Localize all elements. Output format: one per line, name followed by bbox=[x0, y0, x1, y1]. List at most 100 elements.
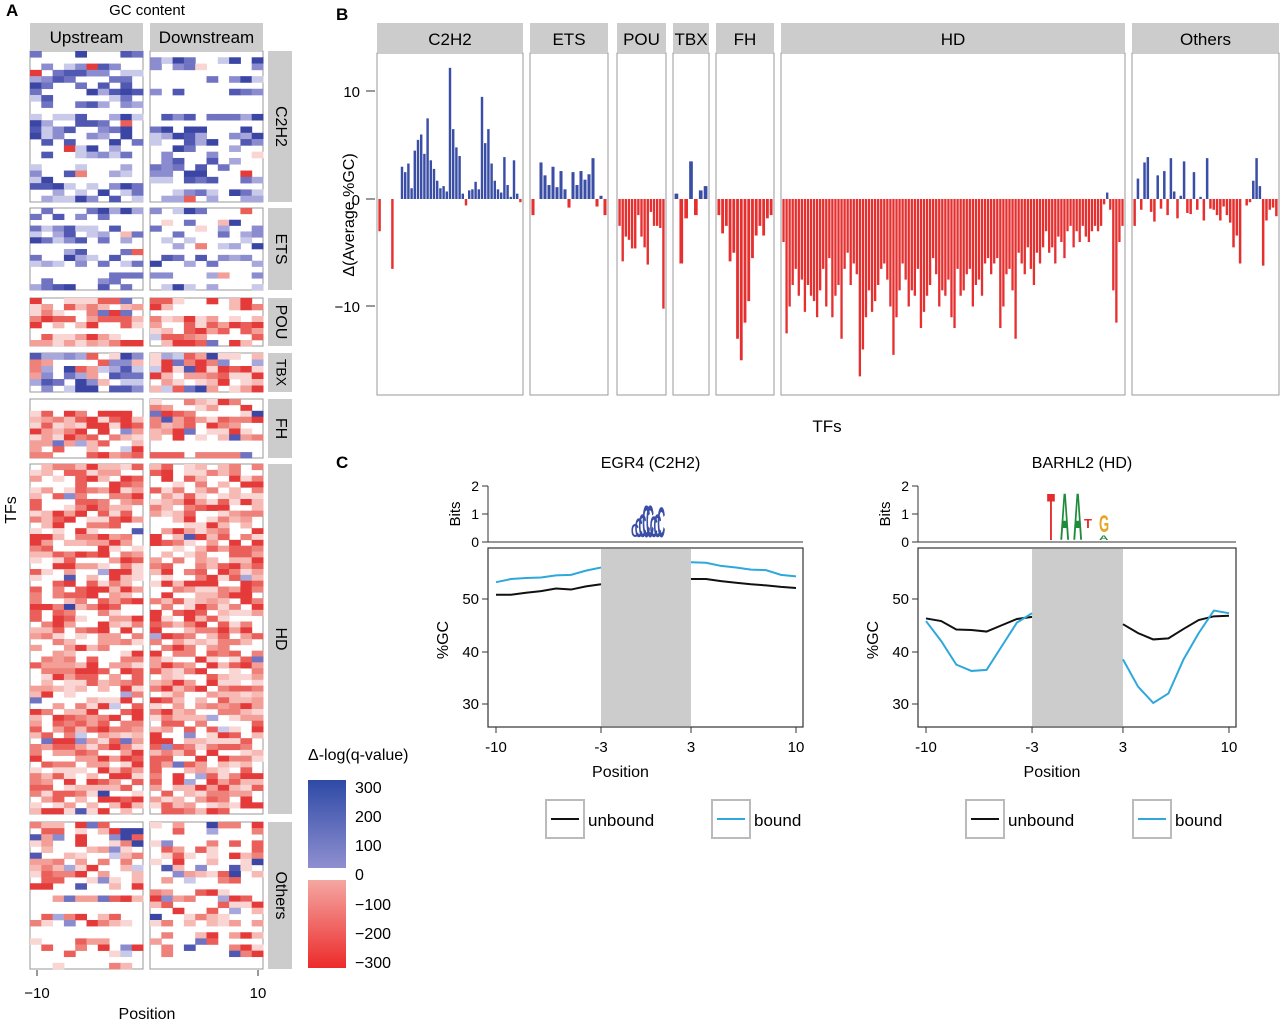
heatmap-cell bbox=[240, 944, 253, 951]
heatmap-cell bbox=[217, 452, 230, 459]
heatmap-cell bbox=[150, 755, 162, 762]
heatmap-cell bbox=[41, 410, 54, 417]
heatmap-cell bbox=[206, 516, 219, 523]
heatmap-cell bbox=[206, 808, 219, 815]
heatmap-cell bbox=[229, 944, 241, 951]
heatmap-cell bbox=[30, 883, 42, 890]
heatmap-cell bbox=[30, 434, 42, 441]
heatmap-cell bbox=[41, 183, 54, 190]
heatmap-cell bbox=[30, 744, 42, 751]
heatmap-cell bbox=[195, 399, 207, 406]
bar bbox=[938, 199, 941, 307]
heatmap-cell bbox=[120, 249, 133, 256]
bits-label: Bits bbox=[877, 501, 894, 526]
bar bbox=[640, 199, 643, 237]
heatmap-cell bbox=[120, 852, 133, 860]
heatmap-cell bbox=[131, 434, 144, 441]
heatmap-cell bbox=[30, 359, 42, 367]
heatmap-cell bbox=[195, 176, 207, 184]
heatmap-cell bbox=[41, 310, 54, 317]
heatmap-cell bbox=[30, 551, 42, 558]
heatmap-cell bbox=[161, 404, 174, 412]
series-line-unbound bbox=[1122, 614, 1230, 641]
heatmap-cell bbox=[183, 761, 196, 768]
bar bbox=[794, 199, 797, 269]
heatmap-cell bbox=[63, 920, 76, 927]
heatmap-cell bbox=[217, 895, 230, 902]
heatmap-cell bbox=[183, 808, 196, 815]
bar bbox=[1139, 199, 1143, 210]
heatmap-cell bbox=[172, 895, 185, 902]
heatmap-cell bbox=[240, 557, 253, 564]
heatmap-cell bbox=[120, 534, 133, 541]
heatmap-cell bbox=[120, 767, 133, 774]
bar bbox=[1002, 199, 1005, 307]
heatmap-cell bbox=[131, 516, 144, 523]
heatmap-cell bbox=[30, 113, 42, 121]
heatmap-cell bbox=[41, 674, 54, 681]
heatmap-cell bbox=[75, 213, 87, 221]
heatmap-cell bbox=[161, 272, 174, 279]
strip-downstream bbox=[150, 23, 263, 50]
heatmap-cell bbox=[229, 592, 241, 599]
family-label: FH bbox=[272, 418, 289, 439]
heatmap-cell bbox=[41, 796, 54, 803]
heatmap-cell bbox=[30, 586, 42, 593]
heatmap-cell bbox=[86, 231, 99, 238]
heatmap-cell bbox=[52, 604, 65, 611]
strip-family bbox=[268, 298, 292, 346]
heatmap-cell bbox=[97, 126, 110, 134]
heatmap-cell bbox=[52, 475, 65, 482]
bar bbox=[599, 195, 603, 199]
heatmap-cell bbox=[109, 697, 121, 704]
heatmap-cell bbox=[30, 487, 42, 494]
heatmap-cell bbox=[150, 656, 162, 663]
heatmap-cell bbox=[109, 340, 121, 347]
heatmap-cell bbox=[229, 57, 241, 64]
heatmap-cell bbox=[172, 410, 185, 417]
heatmap-cell bbox=[161, 475, 174, 482]
bar bbox=[986, 199, 990, 259]
heatmap-cell bbox=[109, 469, 121, 476]
heatmap-cell bbox=[63, 662, 76, 669]
heatmap-cell bbox=[131, 563, 144, 570]
heatmap-cell bbox=[251, 871, 264, 878]
heatmap-cell bbox=[120, 379, 133, 386]
heatmap-cell bbox=[183, 416, 196, 423]
heatmap-cell bbox=[206, 113, 219, 121]
heatmap-cell bbox=[183, 316, 196, 323]
heatmap-cell bbox=[109, 151, 121, 159]
heatmap-cell bbox=[41, 662, 54, 669]
heatmap-cell bbox=[251, 784, 264, 791]
heatmap-cell bbox=[195, 738, 207, 745]
heatmap-cell bbox=[172, 208, 185, 215]
heatmap-cell bbox=[183, 551, 196, 558]
heatmap-cell bbox=[195, 126, 207, 134]
legend-value: 200 bbox=[355, 809, 382, 826]
heatmap-cell bbox=[206, 151, 219, 159]
heatmap-cell bbox=[217, 372, 230, 380]
heatmap-cell bbox=[217, 534, 230, 541]
bar bbox=[1219, 199, 1222, 221]
heatmap-cell bbox=[206, 557, 219, 564]
heatmap-cell bbox=[229, 609, 241, 616]
heatmap-cell bbox=[240, 744, 253, 751]
heatmap-cell bbox=[41, 316, 54, 323]
heatmap-cell bbox=[183, 895, 196, 902]
heatmap-cell bbox=[217, 231, 230, 238]
heatmap-cell bbox=[251, 316, 264, 323]
heatmap-cell bbox=[97, 755, 110, 762]
heatmap-cell bbox=[131, 944, 144, 951]
heatmap-cell bbox=[240, 932, 253, 939]
bar bbox=[1166, 199, 1169, 216]
heatmap-cell bbox=[52, 895, 65, 902]
heatmap-cell bbox=[97, 697, 110, 704]
heatmap-cell bbox=[217, 779, 230, 786]
heatmap-cell bbox=[172, 534, 185, 541]
heatmap-cell bbox=[131, 551, 144, 558]
bar bbox=[825, 199, 828, 307]
heatmap-cell bbox=[52, 284, 65, 291]
gc-axis-label: %GC bbox=[865, 621, 882, 659]
heatmap-cell bbox=[161, 852, 174, 860]
heatmap-cell bbox=[97, 82, 110, 90]
